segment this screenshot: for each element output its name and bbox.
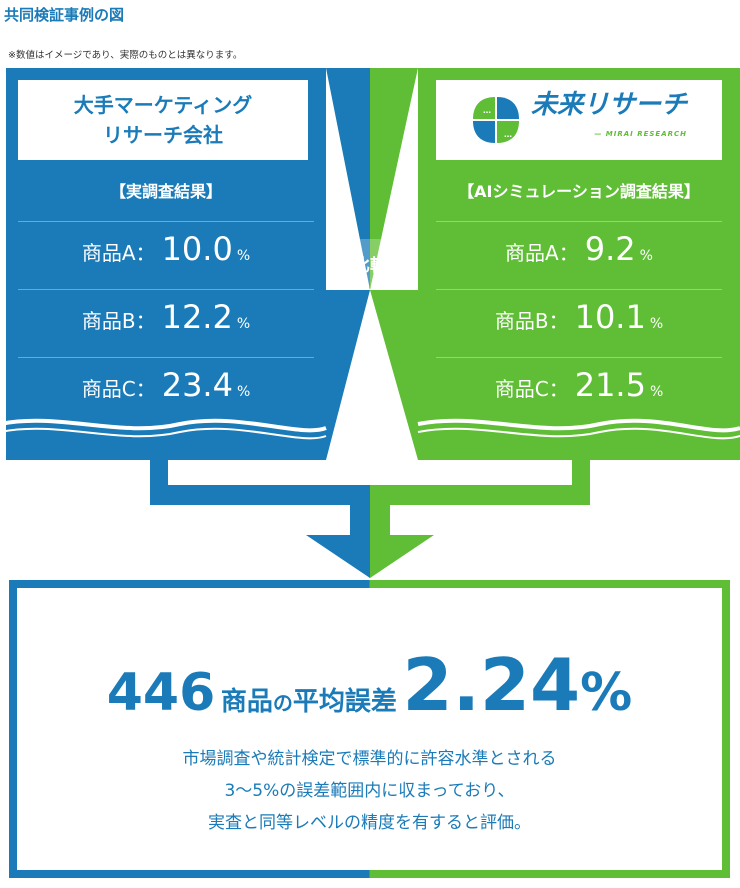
product-unit: % [639,248,653,264]
left-row-b: 商品B： 12.2 % [6,298,326,348]
divider [18,357,314,358]
result-box: 446 商品の平均誤差 2.24% 市場調査や統計検定で標準的に許容水準とされる… [9,580,730,878]
left-row-a: 商品A： 10.0 % [6,230,326,280]
product-value: 10.1 [574,298,646,336]
left-row-c: 商品C： 23.4 % [6,366,326,416]
desc-line-1: 市場調査や統計検定で標準的に許容水準とされる [182,749,557,769]
product-name: 商品A： [505,241,579,265]
logo-subtext: — MIRAI RESEARCH [594,130,687,138]
product-name: 商品B： [81,309,156,333]
right-subtitle: 【AIシミュレーション調査結果】 [458,182,700,201]
right-row-b: 商品B： 10.1 % [418,298,740,348]
mirai-research-logo: … … 未来リサーチ — MIRAI RESEARCH [471,91,687,149]
headline-text-2: の [272,691,293,715]
company-name-line2: リサーチ会社 [103,123,223,147]
right-row-c: 商品C： 21.5 % [418,366,740,416]
error-unit: % [580,663,633,723]
product-name: 商品C： [81,377,156,401]
product-value: 12.2 [161,298,233,336]
product-value: 21.5 [574,366,646,404]
product-unit: % [649,384,664,400]
page-title: 共同検証事例の図 [4,6,125,24]
divider [18,289,314,290]
headline-text-1: 商品 [220,687,273,717]
disclaimer-note: ※数値はイメージであり、実際のものとは異なります。 [8,50,243,61]
right-row-a: 商品A： 9.2 % [418,230,740,280]
logo-box: … … 未来リサーチ — MIRAI RESEARCH [436,80,722,160]
error-value: 2.24 [402,643,581,727]
product-name: 商品A： [81,241,156,265]
clover-chat-icon: … … [472,97,519,143]
divider [436,221,722,222]
product-unit: % [236,248,251,264]
product-value: 23.4 [161,366,233,404]
company-name-line1: 大手マーケティング [73,93,253,117]
divider [18,221,314,222]
result-description: 市場調査や統計検定で標準的に許容水準とされる 3〜5%の誤差範囲内に収まっており… [17,743,722,839]
left-result-panel: 大手マーケティング リサーチ会社 【実調査結果】 商品A： 10.0 % 商品B… [6,68,326,460]
product-unit: % [236,384,251,400]
right-result-panel: … … 未来リサーチ — MIRAI RESEARCH 【AIシミュレーション調… [418,68,740,460]
desc-line-3: 実査と同等レベルの精度を有すると評価。 [208,813,531,833]
svg-text:…: … [483,106,491,115]
product-name: 商品C： [494,377,569,401]
divider [436,289,722,290]
product-value: 10.0 [161,230,233,268]
product-unit: % [649,316,664,332]
desc-line-2: 3〜5%の誤差範囲内に収まっており、 [224,781,515,801]
product-unit: % [236,316,251,332]
logo-text: 未来リサーチ [530,90,687,120]
svg-text:…: … [504,130,512,139]
product-value: 9.2 [584,230,636,268]
headline-text-3: 平均誤差 [292,687,397,717]
product-count: 446 [106,663,216,723]
product-name: 商品B： [494,309,569,333]
compare-badge: 比較 [336,239,404,287]
company-name-box: 大手マーケティング リサーチ会社 [18,80,308,160]
left-subtitle: 【実調査結果】 [109,182,222,201]
result-headline: 446 商品の平均誤差 2.24% [17,643,722,727]
wave-decoration [0,418,740,440]
divider [436,357,722,358]
